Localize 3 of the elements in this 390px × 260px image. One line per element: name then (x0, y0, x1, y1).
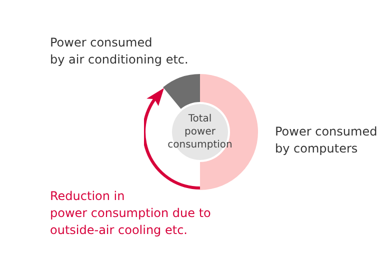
slice-label: Reduction in power consumption due to outside-air cooling etc. (50, 189, 211, 237)
slice-label: Power consumed by computers (275, 124, 378, 156)
slice-label: Power consumed by air conditioning etc. (50, 36, 188, 66)
